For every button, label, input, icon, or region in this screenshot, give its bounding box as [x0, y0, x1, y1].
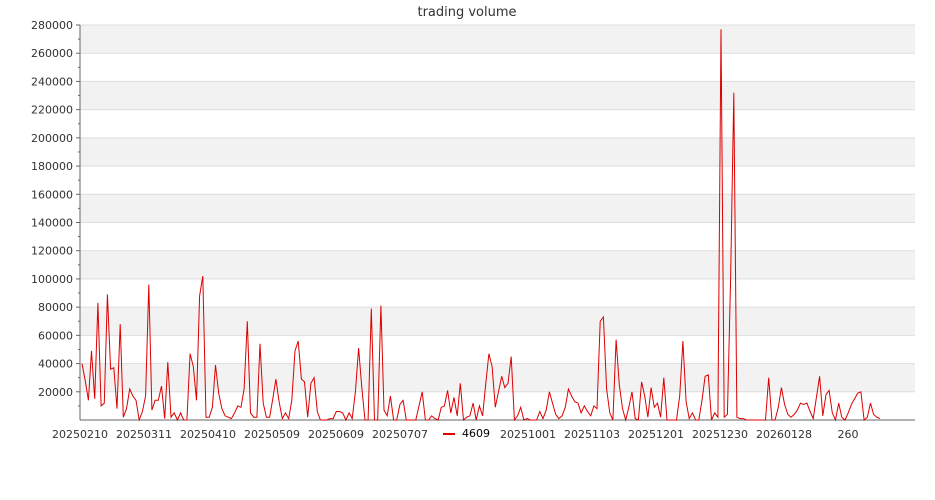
y-tick-label: 200000	[31, 132, 73, 145]
background-band	[80, 222, 915, 251]
x-tick-label: 20250311	[116, 428, 172, 441]
x-tick-label: 20250410	[180, 428, 236, 441]
y-tick-label: 100000	[31, 273, 73, 286]
x-tick-label: 20251103	[564, 428, 620, 441]
y-tick-label: 220000	[31, 104, 73, 117]
y-tick-label: 160000	[31, 188, 73, 201]
y-tick-label: 240000	[31, 75, 73, 88]
background-band	[80, 307, 915, 336]
x-tick-label: 20260128	[756, 428, 812, 441]
x-tick-label: 20250707	[372, 428, 428, 441]
x-tick-label: 20250210	[52, 428, 108, 441]
y-tick-label: 140000	[31, 217, 73, 230]
background-band	[80, 53, 915, 82]
y-tick-label: 180000	[31, 160, 73, 173]
background-band	[80, 335, 915, 364]
background-band	[80, 81, 915, 110]
y-tick-label: 40000	[38, 358, 73, 371]
x-axis: 20250210 20250311 20250410 20250509 20250609…	[52, 419, 915, 441]
x-tick-label: 260	[838, 428, 859, 441]
plot-background-bands	[80, 25, 915, 420]
legend-label-4609: 4609	[462, 427, 490, 440]
y-tick-label: 120000	[31, 245, 73, 258]
background-band	[80, 363, 915, 392]
x-tick-label: 20250509	[244, 428, 300, 441]
x-tick-label: 20251230	[692, 428, 748, 441]
series-line-4609	[81, 29, 881, 422]
background-band	[80, 278, 915, 308]
chart-title: trading volume	[417, 5, 516, 20]
y-tick-label: 60000	[38, 329, 73, 342]
background-band	[80, 194, 915, 223]
background-band	[80, 137, 915, 167]
gridlines	[80, 24, 915, 393]
background-band	[80, 109, 915, 138]
background-band	[80, 166, 915, 195]
x-tick-label: 20250609	[308, 428, 364, 441]
y-tick-label: 260000	[31, 47, 73, 60]
y-tick-label: 20000	[38, 386, 73, 399]
background-band	[80, 250, 915, 279]
y-axis: 20000 40000 60000 80000 100000 120000 140000 16…	[31, 19, 81, 420]
y-tick-label: 280000	[31, 19, 73, 32]
x-tick-label: 20251201	[628, 428, 684, 441]
legend: 4609	[443, 427, 490, 440]
x-tick-label: 20251001	[500, 428, 556, 441]
y-tick-label: 80000	[38, 301, 73, 314]
background-band	[80, 25, 915, 54]
